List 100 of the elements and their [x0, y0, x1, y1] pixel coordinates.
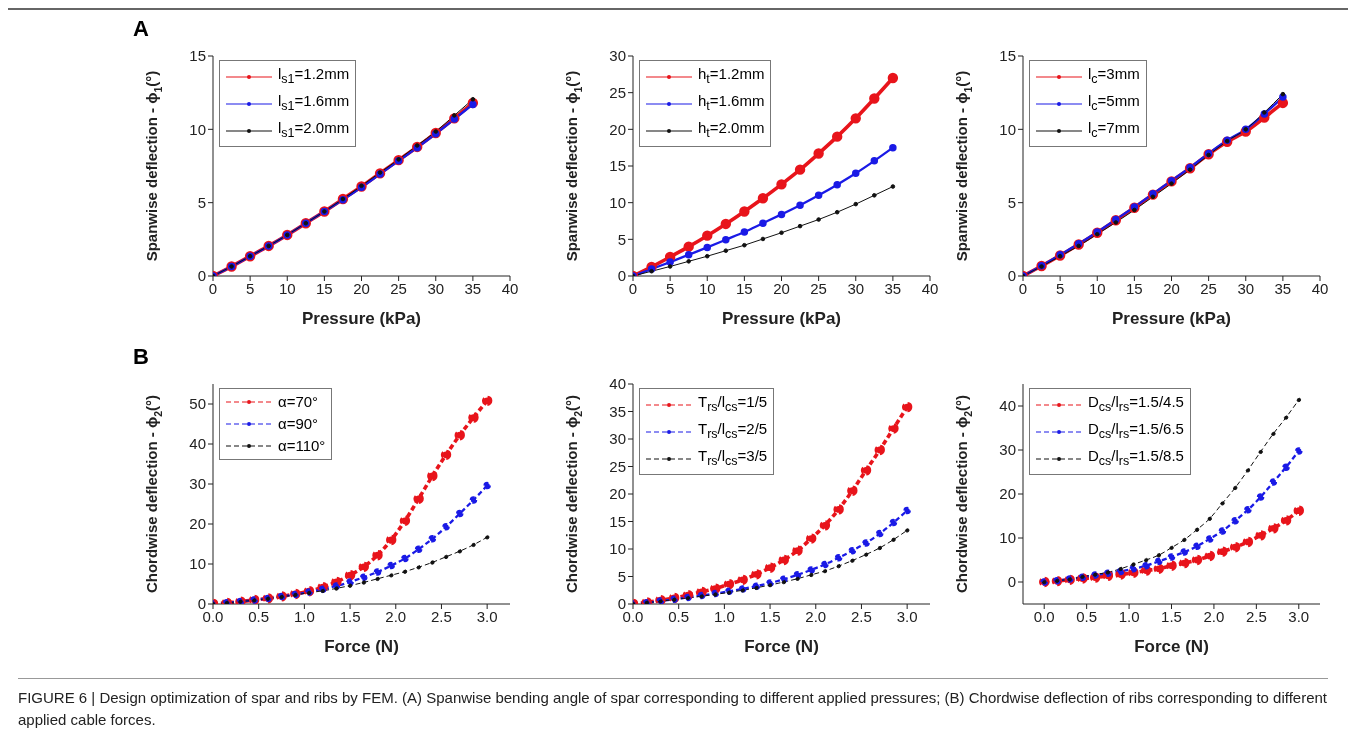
legend-label: h$_{t}$=2.0mm: [698, 118, 765, 142]
x-axis-title: Force (N): [744, 637, 819, 656]
y-tick-label: 10: [609, 540, 626, 558]
x-tick-label: 30: [427, 279, 445, 297]
y-tick-label: 5: [197, 193, 206, 211]
x-tick-label: 15: [736, 279, 753, 297]
x-tick-label: 40: [501, 279, 519, 297]
y-tick-label: 0: [197, 595, 206, 613]
legend-label: l$_{s1}$=2.0mm: [278, 118, 350, 142]
x-tick-label: 35: [884, 279, 902, 297]
legend-label: l$_{c}$=5mm: [1088, 91, 1140, 115]
legend-label: D$_{cs}$/l$_{rs}$=1.5/6.5: [1088, 419, 1184, 443]
x-tick-label: 0.0: [1033, 607, 1055, 625]
x-tick-label: 0.5: [248, 607, 270, 625]
y-tick-label: 20: [609, 120, 626, 138]
y-tick-label: 10: [189, 120, 206, 138]
x-axis-title: Pressure (kPa): [301, 309, 422, 328]
legend-label: T$_{rs}$/l$_{cs}$=1/5: [698, 392, 768, 416]
y-tick-label: 15: [609, 157, 626, 175]
x-tick-label: 20: [353, 279, 370, 297]
x-tick-label: 0: [628, 279, 638, 297]
x-tick-label: 2.5: [851, 607, 872, 625]
y-tick-label: 10: [609, 193, 626, 211]
legend-label: T$_{rs}$/l$_{cs}$=2/5: [698, 419, 768, 443]
x-tick-label: 35: [1274, 279, 1292, 297]
x-tick-label: 10: [698, 279, 716, 297]
x-tick-label: 1.5: [339, 607, 361, 625]
y-tick-label: 30: [999, 441, 1016, 459]
legend-label: l$_{s1}$=1.6mm: [278, 91, 350, 115]
x-tick-label: 15: [316, 279, 333, 297]
x-tick-label: 20: [773, 279, 790, 297]
x-tick-label: 5: [245, 279, 255, 297]
x-axis-title: Pressure (kPa): [721, 309, 842, 328]
x-tick-label: 2.5: [431, 607, 452, 625]
y-tick-label: 40: [999, 397, 1016, 415]
x-tick-label: 10: [1088, 279, 1106, 297]
x-tick-label: 1.0: [293, 607, 315, 625]
legend-label: l$_{c}$=3mm: [1088, 64, 1140, 88]
y-tick-label: 15: [609, 512, 626, 530]
y-tick-label: 0: [1007, 267, 1016, 285]
x-tick-label: 3.0: [896, 607, 918, 625]
y-tick-label: 20: [999, 485, 1016, 503]
x-tick-label: 0: [208, 279, 218, 297]
x-axis-title: Force (N): [1134, 637, 1209, 656]
legend-label: h$_{t}$=1.2mm: [698, 64, 765, 88]
y-tick-label: 25: [609, 457, 626, 475]
x-tick-label: 25: [1200, 279, 1217, 297]
y-tick-label: 50: [189, 395, 206, 413]
y-tick-label: 40: [609, 375, 626, 393]
y-tick-label: 5: [617, 567, 626, 585]
x-tick-label: 40: [1311, 279, 1329, 297]
y-tick-label: 15: [189, 47, 206, 65]
legend-label: α=110°: [278, 436, 326, 456]
x-tick-label: 3.0: [476, 607, 498, 625]
y-tick-label: 30: [189, 475, 206, 493]
legend-label: h$_{t}$=1.6mm: [698, 91, 765, 115]
x-tick-label: 25: [810, 279, 827, 297]
x-tick-label: 5: [1055, 279, 1065, 297]
x-tick-label: 10: [278, 279, 296, 297]
y-tick-label: 0: [1007, 573, 1016, 591]
y-tick-label: 25: [609, 83, 626, 101]
y-tick-label: 0: [197, 267, 206, 285]
legend-label: l$_{c}$=7mm: [1088, 118, 1140, 142]
text: A: [133, 16, 149, 42]
x-tick-label: 1.5: [759, 607, 781, 625]
x-tick-label: 30: [1237, 279, 1255, 297]
x-tick-label: 25: [390, 279, 407, 297]
x-tick-label: 1.0: [1118, 607, 1140, 625]
x-tick-label: 1.0: [713, 607, 735, 625]
x-tick-label: 2.0: [1203, 607, 1225, 625]
legend-label: T$_{rs}$/l$_{cs}$=3/5: [698, 446, 768, 470]
legend-label: α=90°: [278, 414, 319, 434]
x-tick-label: 0.5: [1076, 607, 1098, 625]
x-tick-label: 0: [1018, 279, 1028, 297]
x-tick-label: 15: [1126, 279, 1143, 297]
x-tick-label: 40: [921, 279, 939, 297]
x-axis-title: Pressure (kPa): [1111, 309, 1232, 328]
legend-label: l$_{s1}$=1.2mm: [278, 64, 350, 88]
x-tick-label: 2.0: [805, 607, 827, 625]
x-tick-label: 1.5: [1161, 607, 1182, 625]
y-tick-label: 30: [609, 47, 626, 65]
y-tick-label: 30: [609, 430, 626, 448]
legend-label: D$_{cs}$/l$_{rs}$=1.5/4.5: [1088, 392, 1184, 416]
y-tick-label: 10: [189, 555, 206, 573]
x-tick-label: 2.5: [1245, 607, 1267, 625]
x-tick-label: 2.0: [385, 607, 407, 625]
legend-label: α=70°: [278, 392, 319, 412]
y-tick-label: 15: [999, 47, 1016, 65]
legend-label: D$_{cs}$/l$_{rs}$=1.5/8.5: [1088, 446, 1184, 470]
y-tick-label: 20: [609, 485, 626, 503]
y-tick-label: 40: [189, 435, 206, 453]
caption: FIGURE 6 | Design optimization of spar and ribs by FEM. (A) Spanwise bending angle of spar corresponding to different applied pressures; (B) Chordwise deflection of ribs corresponding to different applied cable forces.: [18, 688, 1328, 730]
text: B: [133, 344, 149, 370]
x-tick-label: 3.0: [1288, 607, 1310, 625]
y-tick-label: 10: [999, 120, 1016, 138]
x-tick-label: 35: [464, 279, 482, 297]
x-tick-label: 0.5: [668, 607, 690, 625]
y-tick-label: 0: [617, 267, 626, 285]
y-tick-label: 0: [617, 595, 626, 613]
x-tick-label: 30: [847, 279, 865, 297]
